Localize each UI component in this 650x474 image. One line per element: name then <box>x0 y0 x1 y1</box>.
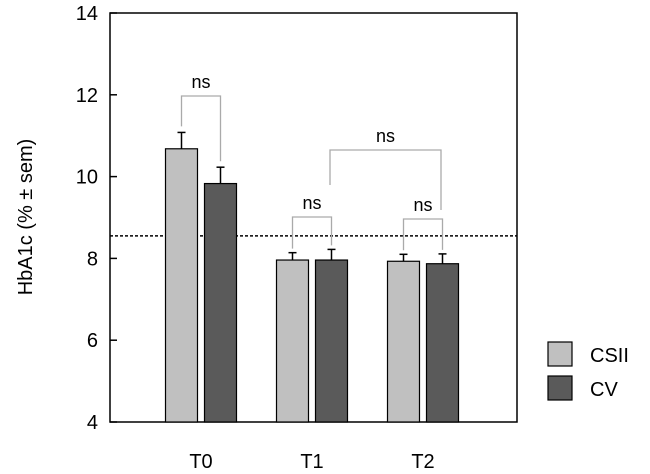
significance-bracket <box>180 95 222 162</box>
significance-label: ns <box>413 195 432 215</box>
y-ticks: 4 6 8 10 12 14 <box>76 3 117 434</box>
significance-brackets: ns ns ns ns <box>180 72 444 251</box>
bar-cv-t0 <box>203 182 238 423</box>
significance-label: ns <box>376 126 395 146</box>
x-category-label: T0 <box>189 451 212 473</box>
y-tick-label: 10 <box>76 167 98 189</box>
x-category-label: T2 <box>411 451 434 473</box>
legend-label-cv: CV <box>590 379 618 401</box>
bar-cv-t2 <box>425 263 460 423</box>
bar-csii-t0 <box>164 148 199 423</box>
bar-csii-t2 <box>386 260 421 423</box>
x-category-labels: T0 T1 T2 <box>189 451 434 473</box>
significance-label: ns <box>302 193 321 213</box>
significance-bracket <box>402 218 444 251</box>
x-category-label: T1 <box>300 451 323 473</box>
plot-frame <box>109 12 518 423</box>
y-tick-label: 14 <box>76 3 98 25</box>
y-tick-label: 12 <box>76 85 98 107</box>
legend-swatch-csii <box>547 341 573 367</box>
legend-label-csii: CSII <box>590 345 629 367</box>
y-axis-title: HbA1c (% ± sem) <box>15 139 37 296</box>
y-tick-label: 6 <box>87 330 98 352</box>
legend-swatch-cv <box>547 375 573 401</box>
significance-bracket <box>329 149 442 210</box>
significance-label: ns <box>191 72 210 92</box>
bar-csii-t1 <box>275 259 310 423</box>
bar-cv-t1 <box>314 259 349 423</box>
significance-bracket <box>291 216 333 249</box>
y-tick-label: 4 <box>87 412 98 434</box>
y-tick-label: 8 <box>87 248 98 270</box>
bars <box>164 131 460 423</box>
legend: CSII CV <box>547 341 629 401</box>
